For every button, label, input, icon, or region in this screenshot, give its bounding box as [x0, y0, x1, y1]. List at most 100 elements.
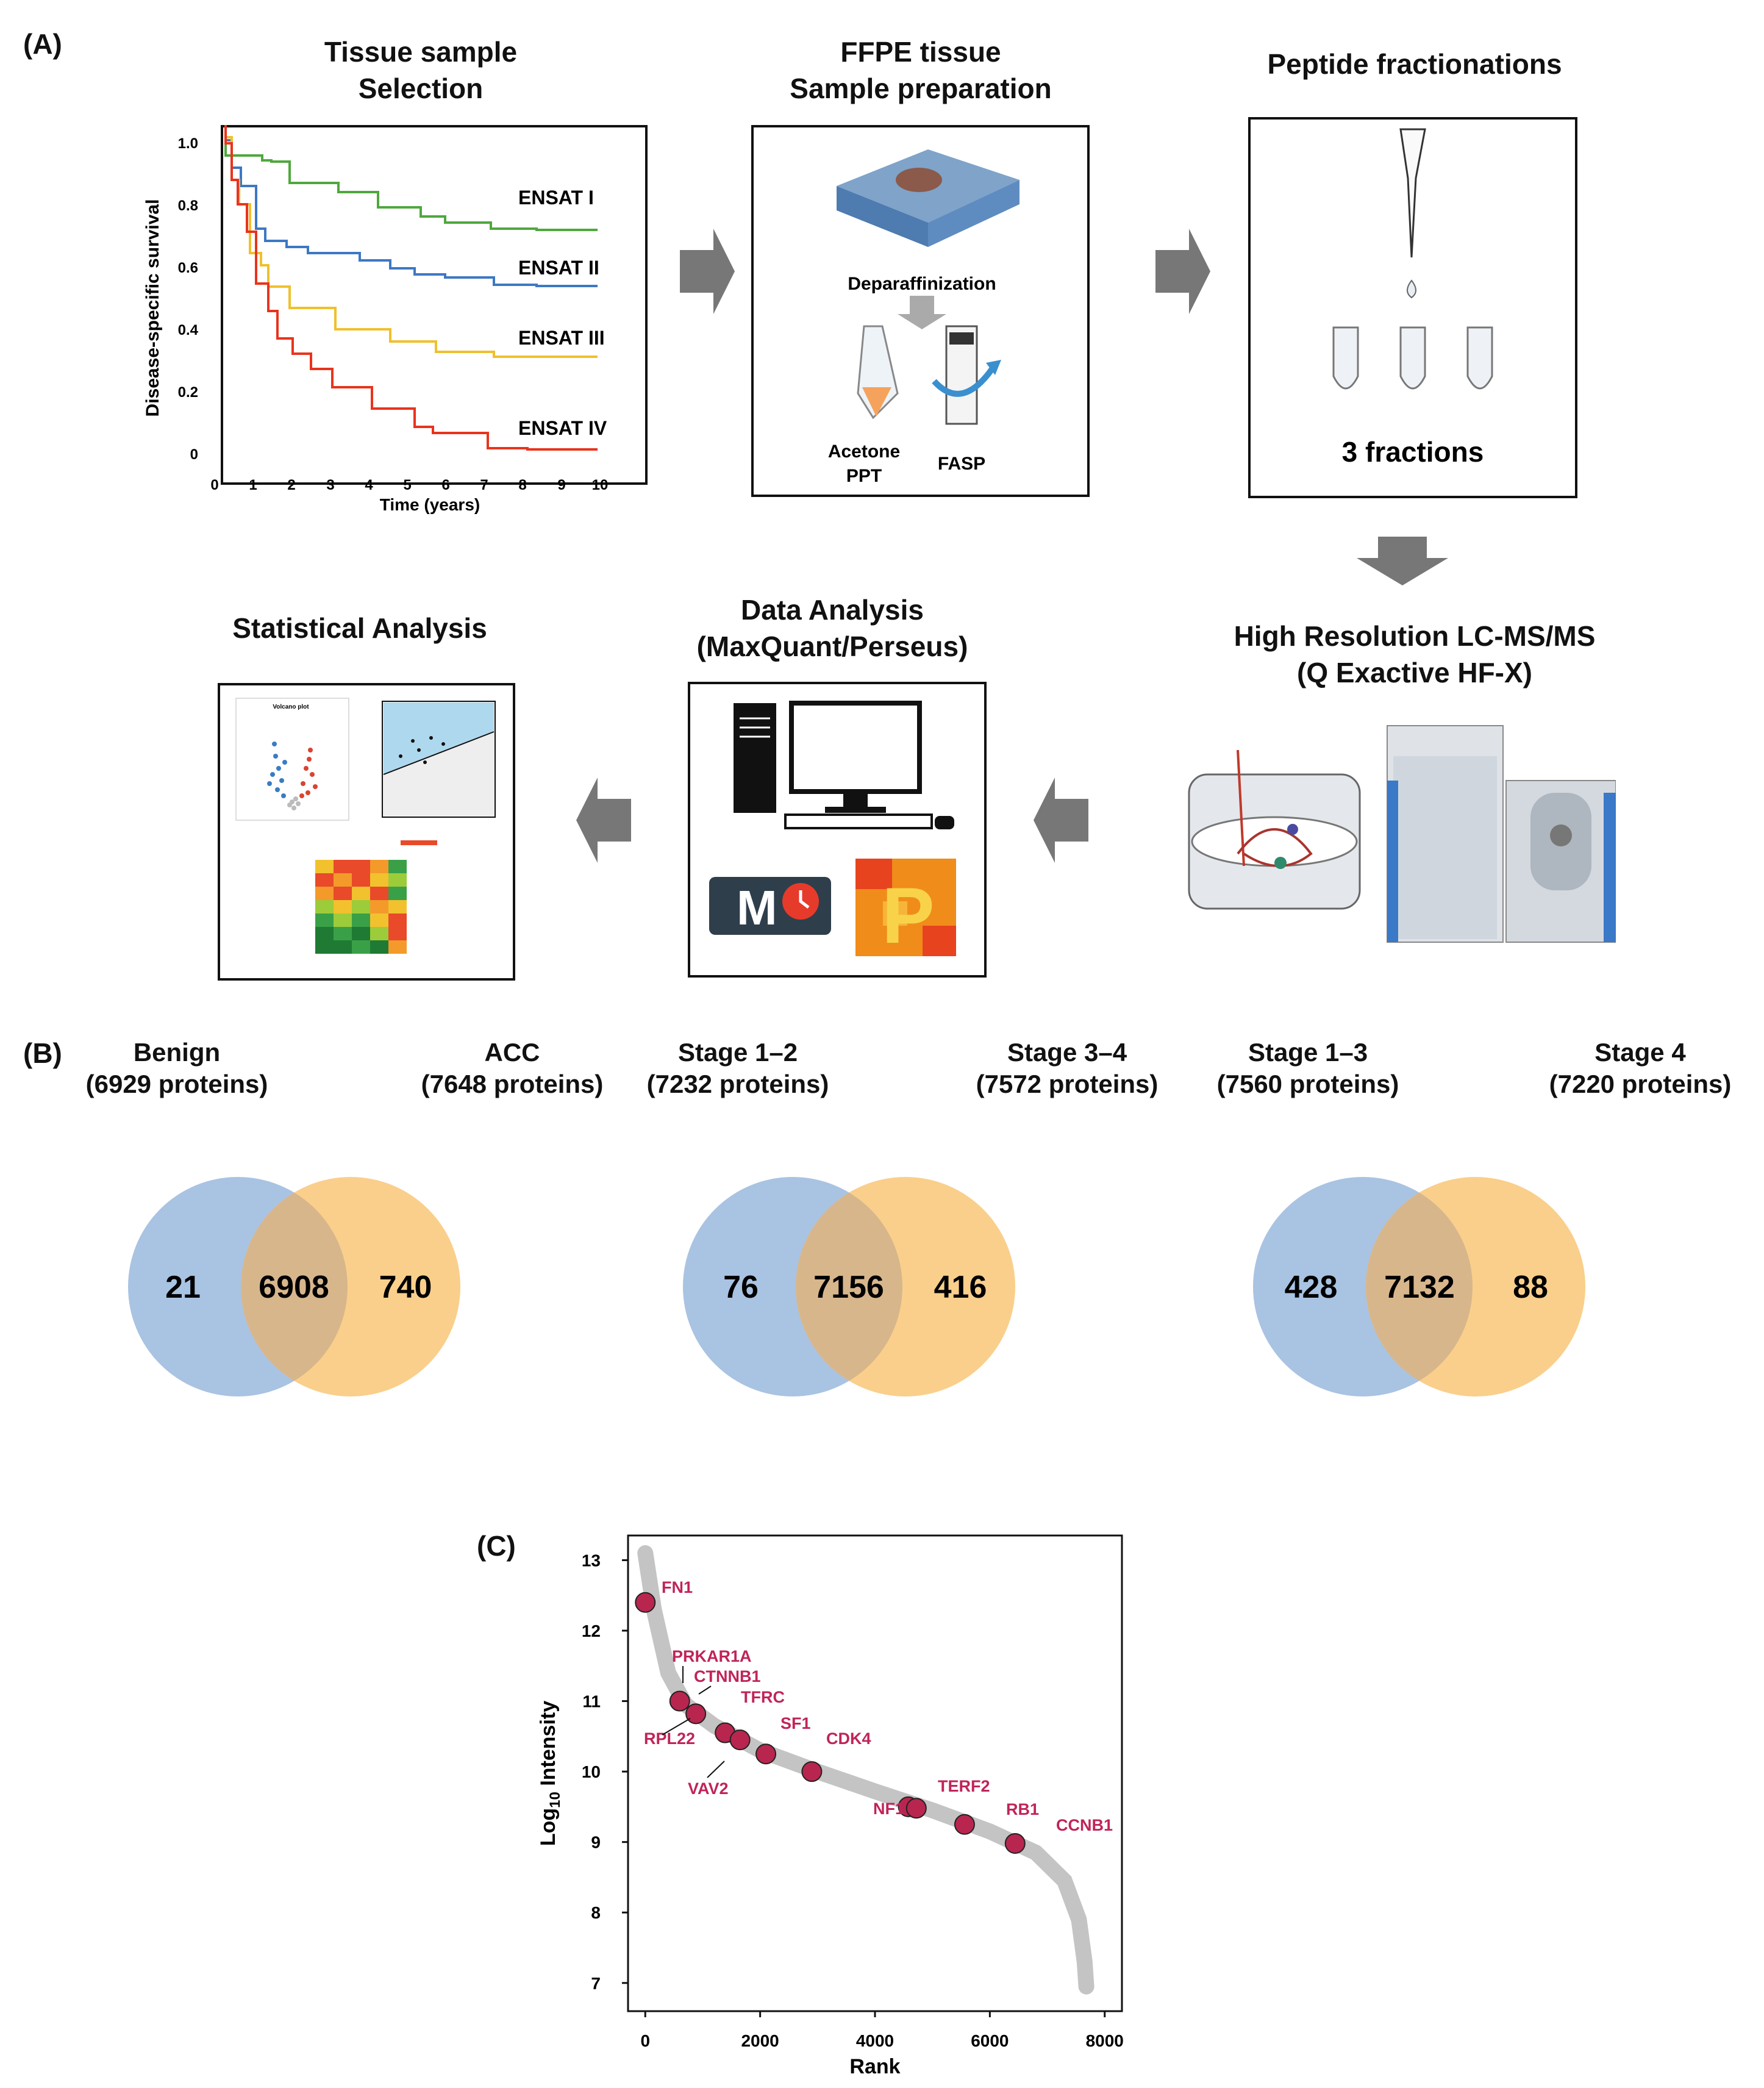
mass-spectrometer-illustration — [1188, 725, 1616, 943]
venn-1: 21 6908 740 — [128, 1177, 460, 1396]
computer-tower-icon — [734, 703, 776, 813]
venn1-left-name: Benign — [133, 1038, 221, 1067]
venn3-left-label: Stage 1–3 (7560 proteins) — [1192, 1037, 1424, 1100]
venn2-right-name: Stage 3–4 — [1007, 1038, 1127, 1067]
survival-plot: Disease-specific survival 1.0 0.8 0.6 0.… — [143, 125, 609, 514]
venn2-left-name: Stage 1–2 — [677, 1038, 798, 1067]
label-rpl22: RPL22 — [644, 1729, 695, 1748]
venn2-left-label: Stage 1–2 (7232 proteins) — [622, 1037, 854, 1100]
survival-plot-frame — [221, 125, 648, 485]
venn2-right-label: Stage 3–4 (7572 proteins) — [951, 1037, 1183, 1100]
y-tick-label: 12 — [582, 1621, 601, 1640]
mouse-icon — [935, 816, 954, 829]
arrow-right-icon — [1155, 229, 1210, 314]
venn1-right-count: (7648 proteins) — [421, 1070, 604, 1098]
keyboard-icon — [784, 813, 933, 829]
label-tfrc: TFRC — [741, 1688, 785, 1706]
label-prkar1a: PRKAR1A — [672, 1647, 752, 1665]
venn2-left-count: (7232 proteins) — [646, 1070, 829, 1098]
x-tick-label: 2000 — [741, 2031, 779, 2050]
protein-point-rb1 — [1004, 1832, 1026, 1854]
protein-point-prkar1a — [669, 1690, 690, 1712]
survival-ytick: 0.6 — [178, 260, 198, 276]
panel-c-letter: (C) — [477, 1530, 516, 1562]
venn3-right-count: (7220 proteins) — [1549, 1070, 1732, 1098]
data-title-line1: Data Analysis — [741, 594, 924, 626]
stats-illustration: Volcano plot — [235, 698, 496, 954]
protein-point-vav2 — [755, 1743, 777, 1765]
venn3-right-name: Stage 4 — [1594, 1038, 1686, 1067]
label-sf1: SF1 — [780, 1714, 811, 1732]
survival-ytick: 0.8 — [178, 198, 198, 214]
tissue-title-line2: Selection — [358, 73, 484, 104]
venn1-right-label: ACC (7648 proteins) — [396, 1037, 628, 1100]
monitor-icon — [789, 701, 922, 794]
label-leader-lines — [662, 1666, 725, 1778]
protein-point-fn1 — [635, 1592, 656, 1613]
fraction-tube-icon — [1466, 326, 1493, 390]
label-ctnnb1: CTNNB1 — [694, 1667, 761, 1686]
volcano-label: Volcano plot — [273, 704, 309, 710]
rank-plot: 7 8 9 10 11 12 13 0 2000 4000 6000 8000 FN1 PRKAR1… — [537, 1534, 1124, 2078]
perseus-logo-letter: P — [882, 871, 935, 960]
ylabel-log: Log — [537, 1808, 560, 1846]
protein-point-tfrc — [729, 1729, 751, 1751]
tissue-title-line1: Tissue sample — [324, 36, 518, 68]
venn2-right-only: 416 — [934, 1270, 987, 1305]
survival-xtick: 3 — [326, 477, 334, 493]
ffpe-illustration: Deparaffinization Acetone PPT FASP — [828, 149, 1019, 486]
ffpe-title-line1: FFPE tissue — [840, 36, 1001, 68]
label-terf2: TERF2 — [938, 1777, 990, 1795]
survival-ytick: 0 — [190, 446, 198, 463]
venn1-right-only: 740 — [379, 1270, 432, 1305]
label-cdk4: CDK4 — [826, 1729, 871, 1748]
intensity-curve — [637, 1545, 1094, 1995]
arrow-down-icon — [1357, 537, 1448, 585]
protein-labels: FN1 PRKAR1A CTNNB1 TFRC RPL22 SF1 CDK4 V… — [644, 1578, 1113, 1834]
survival-xtick: 2 — [287, 477, 295, 493]
fraction-tube-icon — [1332, 326, 1359, 390]
venn2-overlap — [796, 1177, 902, 1396]
survival-xtick: 7 — [480, 477, 488, 493]
venn-diagrams: 21 6908 740 76 7156 416 428 7132 88 — [128, 1177, 1585, 1396]
survival-xtick: 0 — [210, 477, 218, 493]
venn3-left-only: 428 — [1285, 1270, 1338, 1305]
venn2-overlap-count: 7156 — [813, 1270, 884, 1305]
panel-a-letter: (A) — [23, 28, 62, 60]
peptide-frame — [1248, 117, 1577, 498]
venn2-right-count: (7572 proteins) — [976, 1070, 1159, 1098]
rank-plot-frame — [627, 1534, 1123, 2012]
deparaffinization-label: Deparaffinization — [848, 274, 996, 294]
venn1-left-only: 21 — [165, 1270, 201, 1305]
survival-ylabel: Disease-specific survival — [143, 199, 163, 417]
x-tick-label: 0 — [640, 2031, 650, 2050]
venn3-overlap — [1366, 1177, 1473, 1396]
survival-xtick: 1 — [249, 477, 257, 493]
venn3-left-name: Stage 1–3 — [1248, 1038, 1368, 1067]
lcms-title: High Resolution LC-MS/MS (Q Exactive HF-… — [1213, 618, 1616, 691]
spin-arrow-icon — [932, 367, 995, 397]
survival-ytick: 0.2 — [178, 384, 198, 401]
ffpe-title: FFPE tissue Sample preparation — [732, 34, 1110, 107]
peptide-title: Peptide fractionations — [1267, 48, 1562, 80]
data-analysis-illustration: M P — [709, 701, 956, 960]
survival-xtick: 4 — [365, 477, 373, 493]
stats-title: Statistical Analysis — [232, 612, 487, 644]
panel-b-letter: (B) — [23, 1037, 62, 1069]
ensat-i-label: ENSAT I — [518, 187, 594, 209]
data-title-line2: (MaxQuant/Perseus) — [696, 631, 968, 662]
rank-ylabel: Log10 Intensity — [537, 1701, 563, 1846]
protein-point-ctnnb1 — [685, 1703, 707, 1725]
survival-xtick: 10 — [592, 477, 609, 493]
droplet-icon — [1407, 279, 1416, 299]
label-vav2: VAV2 — [688, 1779, 729, 1798]
venn3-right-label: Stage 4 (7220 proteins) — [1524, 1037, 1756, 1100]
venn-3: 428 7132 88 — [1253, 1177, 1585, 1396]
ylabel-sub: 10 — [547, 1792, 563, 1808]
survival-xtick: 8 — [518, 477, 526, 493]
ensat-iv-label: ENSAT IV — [518, 417, 607, 439]
survival-xtick: 6 — [441, 477, 449, 493]
acetone-label: Acetone — [828, 442, 900, 462]
label-nf1: NF1 — [873, 1800, 904, 1818]
peptide-illustration: 3 fractions — [1332, 128, 1493, 468]
